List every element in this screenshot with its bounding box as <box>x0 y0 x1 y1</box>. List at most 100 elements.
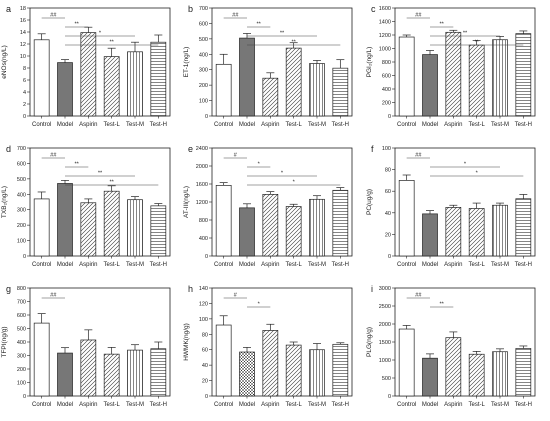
x-tick-label: Aspirin <box>444 122 462 128</box>
y-tick-label: 500 <box>382 376 391 382</box>
bar-test-h <box>515 198 532 257</box>
y-tick-label: 1200 <box>196 200 208 206</box>
x-tick-label: Aspirin <box>261 122 279 128</box>
x-tick-label: Control <box>397 402 416 408</box>
x-tick-label: Test-L <box>103 402 120 408</box>
x-tick-label: Test-H <box>332 262 349 268</box>
significance-label: ** <box>292 40 297 46</box>
x-tick-label: Test-L <box>285 402 302 408</box>
bar-aspirin <box>80 202 97 257</box>
y-tick-label: 0 <box>388 114 391 120</box>
panel-letter: h <box>188 284 193 294</box>
bar-aspirin <box>445 337 462 397</box>
y-tick-label: 20 <box>202 379 208 385</box>
bar-control <box>398 180 415 257</box>
y-tick-label: 700 <box>17 146 26 152</box>
y-tick-label: 6 <box>23 78 26 84</box>
bar-test-l <box>468 208 485 257</box>
bar-test-m <box>309 198 325 257</box>
significance-label: ** <box>110 180 115 186</box>
x-tick-label: Test-M <box>308 122 326 128</box>
x-tick-label: Aspirin <box>444 402 462 408</box>
x-tick-label: Test-L <box>285 262 302 268</box>
y-tick-label: 500 <box>17 327 26 333</box>
y-tick-label: 200 <box>17 223 26 229</box>
y-tick-label: 0 <box>23 254 26 260</box>
x-tick-label: Model <box>422 402 438 408</box>
y-tick-label: 400 <box>17 192 26 198</box>
significance-label: * <box>476 171 479 177</box>
y-tick-label: 2 <box>23 102 26 108</box>
bar-control <box>215 324 232 397</box>
significance-label: ** <box>110 40 115 46</box>
y-tick-label: 100 <box>17 381 26 387</box>
significance-label: * <box>258 162 261 168</box>
y-tick-label: 0 <box>205 114 208 120</box>
y-tick-label: 600 <box>17 161 26 167</box>
bar-control <box>33 198 50 257</box>
plot-frame <box>394 147 536 257</box>
panel-c: c 0 200 400 600 800 1000 1200 1400 1600 PGI₂(ng/L)… <box>366 4 536 128</box>
significance-label: # <box>234 153 238 159</box>
bar-control <box>398 36 415 117</box>
x-tick-label: Test-M <box>126 122 144 128</box>
panel-letter: a <box>6 4 11 14</box>
x-tick-label: Test-H <box>515 122 532 128</box>
significance-label: ## <box>50 153 57 159</box>
significance-label: ## <box>50 293 57 299</box>
y-tick-label: 200 <box>199 83 208 89</box>
panel-a: a 0 2 4 6 8 10 12 14 16 18 eNOs(ng/L) Control Model As… <box>1 4 171 128</box>
y-tick-label: 200 <box>17 367 26 373</box>
y-tick-label: 500 <box>199 37 208 43</box>
y-tick-label: 40 <box>202 363 208 369</box>
significance-label: * <box>293 180 296 186</box>
panel-letter: i <box>371 284 373 294</box>
x-tick-label: Aspirin <box>261 262 279 268</box>
y-tick-label: 0 <box>388 394 391 400</box>
significance-label: ** <box>475 40 480 46</box>
x-tick-label: Test-H <box>150 122 167 128</box>
x-tick-label: Test-L <box>103 122 120 128</box>
significance-label: ** <box>257 22 262 28</box>
bar-test-m <box>127 199 143 257</box>
y-tick-label: 100 <box>199 99 208 105</box>
x-tick-label: Model <box>57 262 73 268</box>
significance-label: ** <box>75 162 80 168</box>
y-axis-label: TXB₂(ng/L) <box>1 186 8 218</box>
y-tick-label: 140 <box>199 286 208 292</box>
significance-label: ## <box>415 153 422 159</box>
bar-test-l <box>285 47 302 117</box>
bar-control <box>215 185 232 257</box>
x-tick-label: Test-M <box>491 262 509 268</box>
x-tick-label: Control <box>214 262 233 268</box>
y-tick-label: 12 <box>20 42 26 48</box>
x-tick-label: Test-H <box>150 402 167 408</box>
y-axis-label: PC(ug/g) <box>366 189 373 215</box>
significance-label: ** <box>280 31 285 37</box>
x-tick-label: Test-H <box>332 122 349 128</box>
x-tick-label: Aspirin <box>444 262 462 268</box>
y-tick-label: 600 <box>199 21 208 27</box>
panel-letter: c <box>371 4 376 14</box>
bar-test-l <box>103 353 120 397</box>
x-tick-label: Test-L <box>468 402 485 408</box>
x-tick-label: Model <box>57 402 73 408</box>
x-tick-label: Test-M <box>491 122 509 128</box>
bar-test-h <box>150 205 167 257</box>
x-tick-label: Control <box>397 262 416 268</box>
y-tick-label: 60 <box>202 348 208 354</box>
panel-letter: e <box>188 144 193 154</box>
y-tick-label: 600 <box>17 313 26 319</box>
x-tick-label: Test-M <box>491 402 509 408</box>
x-tick-label: Model <box>422 262 438 268</box>
y-tick-label: 600 <box>382 74 391 80</box>
x-tick-label: Test-M <box>308 262 326 268</box>
x-tick-label: Control <box>214 122 233 128</box>
y-tick-label: 300 <box>199 68 208 74</box>
plot-frame <box>394 287 536 397</box>
significance-label: ** <box>440 22 445 28</box>
bar-test-h <box>515 33 532 117</box>
bar-model <box>239 207 255 257</box>
y-tick-label: 40 <box>385 211 391 217</box>
x-tick-label: Aspirin <box>261 402 279 408</box>
